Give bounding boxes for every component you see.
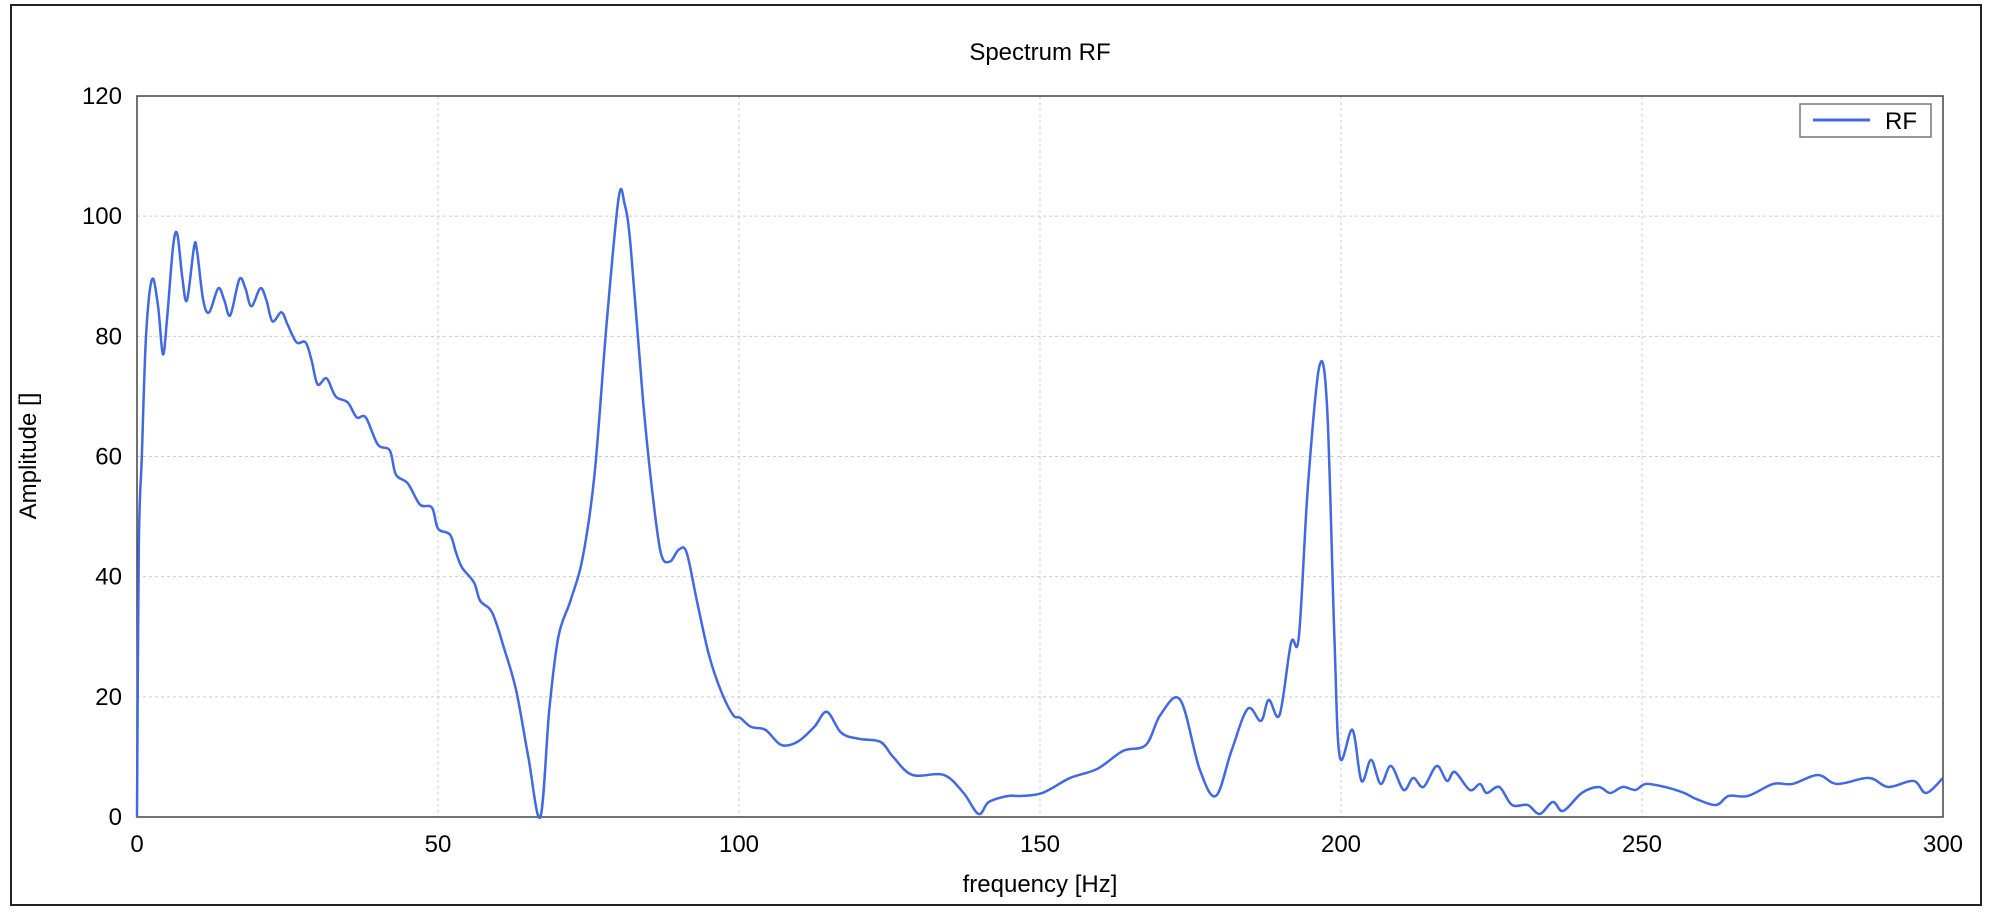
x-tick-label: 50 — [425, 831, 452, 858]
x-tick-label: 200 — [1321, 831, 1361, 858]
x-axis-label: frequency [Hz] — [963, 871, 1118, 898]
legend-entry-rf: RF — [1885, 108, 1917, 135]
plot-area — [136, 95, 1944, 818]
y-tick-label: 20 — [95, 684, 122, 711]
y-tick-label: 120 — [82, 83, 122, 110]
x-tick-label: 300 — [1923, 831, 1963, 858]
y-tick-label: 60 — [95, 444, 122, 471]
legend: RF — [1799, 103, 1932, 138]
x-tick-label: 100 — [719, 831, 759, 858]
grid — [136, 95, 1944, 818]
chart-frame — [10, 4, 1982, 906]
y-axis-label: Amplitude [] — [15, 393, 42, 520]
series-line-rf — [135, 187, 1944, 819]
x-tick-label: 0 — [130, 831, 143, 858]
y-tick-label: 40 — [95, 564, 122, 591]
y-tick-label: 80 — [95, 323, 122, 350]
y-tick-label: 0 — [109, 804, 122, 831]
chart-title: Spectrum RF — [969, 39, 1110, 66]
x-tick-label: 250 — [1622, 831, 1662, 858]
x-tick-label: 150 — [1020, 831, 1060, 858]
y-tick-label: 100 — [82, 203, 122, 230]
